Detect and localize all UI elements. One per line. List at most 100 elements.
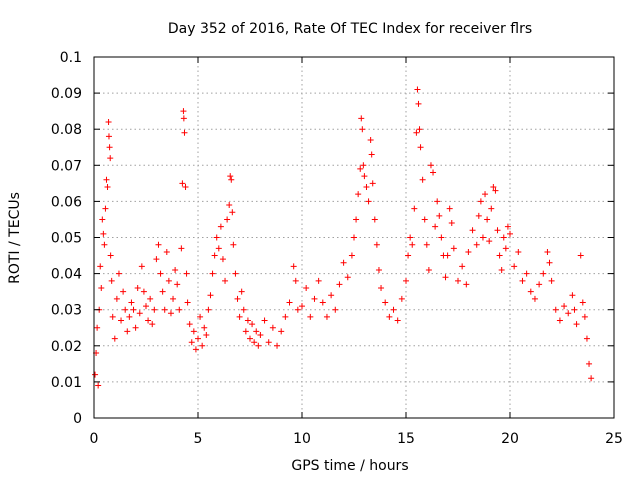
y-axis-title: ROTI / TECUs	[7, 192, 23, 284]
data-point	[369, 180, 376, 187]
axis-ticks	[93, 56, 615, 419]
data-point	[475, 212, 482, 219]
data-point	[92, 371, 99, 378]
data-point	[459, 263, 466, 270]
data-point	[371, 216, 378, 223]
data-point	[469, 227, 476, 234]
data-point	[180, 108, 187, 115]
data-point	[108, 277, 115, 284]
data-point	[201, 324, 208, 331]
data-point	[358, 115, 365, 122]
data-point	[311, 295, 318, 302]
data-point	[181, 129, 188, 136]
data-point	[190, 328, 197, 335]
data-point	[205, 306, 212, 313]
data-point	[124, 328, 131, 335]
data-point	[130, 306, 137, 313]
data-point	[463, 281, 470, 288]
data-points	[92, 86, 595, 389]
data-point	[180, 115, 187, 122]
data-point	[122, 306, 129, 313]
data-point	[219, 256, 226, 263]
data-point	[103, 176, 110, 183]
data-point	[261, 317, 268, 324]
data-point	[442, 274, 449, 281]
data-point	[409, 241, 416, 248]
data-point	[477, 198, 484, 205]
data-point	[183, 270, 190, 277]
data-point	[192, 346, 199, 353]
data-point	[253, 328, 260, 335]
y-tick-label: 0.07	[51, 158, 82, 174]
data-point	[502, 245, 509, 252]
data-point	[100, 230, 107, 237]
y-tick-label: 0.03	[51, 303, 82, 319]
data-point	[419, 176, 426, 183]
data-point	[484, 216, 491, 223]
data-point	[527, 288, 534, 295]
data-point	[515, 248, 522, 255]
data-point	[167, 310, 174, 317]
data-point	[540, 270, 547, 277]
data-point	[332, 306, 339, 313]
data-point	[430, 169, 437, 176]
data-point	[446, 205, 453, 212]
data-point	[465, 248, 472, 255]
data-point	[174, 281, 181, 288]
data-point	[378, 285, 385, 292]
data-point	[561, 303, 568, 310]
data-point	[188, 339, 195, 346]
data-point	[360, 162, 367, 169]
data-point	[344, 274, 351, 281]
data-point	[498, 266, 505, 273]
data-point	[531, 295, 538, 302]
data-point	[569, 292, 576, 299]
y-tick-label: 0.05	[51, 231, 82, 247]
data-point	[282, 313, 289, 320]
data-point	[182, 183, 189, 190]
data-point	[143, 303, 149, 310]
data-point	[368, 151, 375, 158]
data-point	[365, 198, 372, 205]
data-point	[523, 270, 530, 277]
data-point	[104, 183, 111, 190]
data-point	[583, 335, 590, 342]
data-point	[519, 277, 526, 284]
data-point	[359, 126, 366, 133]
data-point	[367, 137, 374, 144]
data-point	[244, 317, 251, 324]
data-point	[242, 328, 249, 335]
data-point	[227, 173, 234, 180]
data-point	[355, 191, 362, 198]
data-point	[303, 285, 310, 292]
data-point	[159, 288, 166, 295]
data-point	[382, 299, 389, 306]
x-tick-label: 25	[605, 431, 623, 447]
data-point	[136, 310, 143, 317]
data-point	[145, 317, 152, 324]
data-point	[226, 202, 233, 209]
data-point	[232, 270, 239, 277]
chart-title: Day 352 of 2016, Rate Of TEC Index for r…	[168, 21, 532, 37]
data-point	[415, 100, 422, 107]
data-point	[199, 342, 206, 349]
data-point	[215, 245, 222, 252]
data-point	[579, 299, 586, 306]
data-point	[417, 144, 424, 151]
data-point	[427, 162, 434, 169]
data-point	[473, 241, 480, 248]
data-point	[423, 241, 430, 248]
data-point	[581, 313, 588, 320]
data-point	[403, 277, 409, 284]
data-point	[126, 313, 133, 320]
data-point	[373, 241, 380, 248]
data-point	[251, 339, 258, 346]
data-point	[207, 292, 214, 299]
data-point	[278, 328, 285, 335]
data-point	[94, 324, 101, 331]
data-point	[586, 360, 593, 367]
data-point	[113, 295, 120, 302]
data-point	[438, 234, 445, 241]
data-point	[436, 212, 443, 219]
